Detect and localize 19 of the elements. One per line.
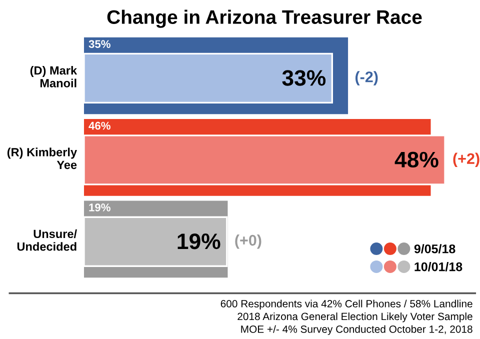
annotation: (+0) <box>235 234 262 249</box>
data-label: 19% <box>89 204 110 212</box>
data-label: 48% <box>394 152 438 168</box>
annotation: (+2) <box>453 152 480 168</box>
data-label: 46% <box>88 122 110 130</box>
y-tick-label: (D) Mark Manoil <box>30 66 78 88</box>
y-tick-label: (R) Kimberly Yee <box>7 148 77 170</box>
data-label: 35% <box>88 40 110 48</box>
data-label: 19% <box>178 233 220 250</box>
chart-title: Change in Arizona Treasurer Race <box>107 10 422 28</box>
legend-label: 9/05/18 <box>414 244 456 254</box>
bar <box>84 52 333 104</box>
bar <box>84 216 228 267</box>
data-label: 33% <box>282 70 326 86</box>
annotation: (-2) <box>355 71 378 86</box>
bar <box>84 134 445 186</box>
text: 600 Respondents via 42% Cell Phones / 58% Landline 2018 Arizona General Election Likely Voter Sample MOE +/- 4% Survey Conducted October 1-2, 2018 <box>220 300 472 335</box>
y-tick-label: Unsure/ Undecided <box>17 229 77 251</box>
legend-label: 10/01/18 <box>414 262 462 272</box>
